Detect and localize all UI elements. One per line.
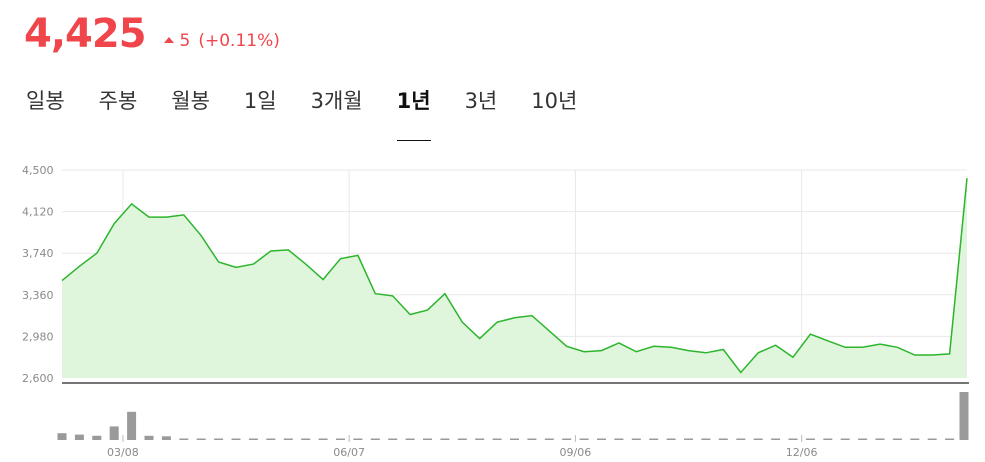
volume-bar bbox=[510, 438, 519, 440]
period-tabs: 일봉 주봉 월봉 1일 3개월 1년 3년 10년 bbox=[26, 86, 611, 142]
y-tick-label: 3,360 bbox=[22, 289, 54, 302]
volume-bar bbox=[179, 438, 189, 440]
volume-bar bbox=[144, 435, 154, 440]
volume-bar bbox=[440, 438, 450, 440]
y-axis-ticks: 4,500 4,120 3,740 3,360 2,980 2,600 bbox=[22, 164, 54, 385]
volume-bar bbox=[127, 411, 137, 440]
volume-bar bbox=[858, 438, 868, 440]
up-triangle-icon bbox=[163, 37, 174, 43]
volume-bar bbox=[266, 438, 276, 440]
x-tick-label: 06/07 bbox=[333, 446, 365, 459]
volume-bar bbox=[457, 438, 467, 440]
tab-3-years[interactable]: 3년 bbox=[464, 89, 498, 113]
price-change: 5 (+0.11%) bbox=[163, 31, 280, 51]
x-tick-label: 12/06 bbox=[786, 446, 818, 459]
volume-bar bbox=[74, 434, 84, 440]
volume-bar bbox=[57, 433, 67, 440]
price-header: 4,425 5 (+0.11%) bbox=[24, 4, 280, 54]
volume-bar bbox=[736, 438, 746, 440]
volume-bar bbox=[196, 438, 206, 440]
volume-bar bbox=[771, 438, 781, 440]
volume-bar bbox=[649, 438, 659, 440]
volume-bars bbox=[57, 392, 969, 440]
price-area bbox=[62, 178, 967, 378]
volume-bar bbox=[614, 438, 624, 440]
volume-bar bbox=[840, 438, 850, 440]
volume-bar bbox=[301, 438, 311, 440]
volume-bar bbox=[353, 438, 363, 440]
y-tick-label: 3,740 bbox=[22, 247, 54, 260]
tab-daily[interactable]: 일봉 bbox=[26, 89, 65, 113]
volume-bar bbox=[753, 438, 763, 440]
price-line bbox=[61, 178, 968, 374]
volume-bar bbox=[562, 438, 572, 440]
x-tick-label: 09/06 bbox=[560, 446, 592, 459]
volume-bar bbox=[718, 438, 728, 440]
y-tick-label: 2,980 bbox=[22, 330, 54, 343]
volume-bar bbox=[492, 438, 502, 440]
price-chart[interactable]: 4,500 4,120 3,740 3,360 2,980 2,600 03/08 06/0… bbox=[0, 150, 985, 462]
volume-bar bbox=[161, 436, 171, 440]
volume-bar bbox=[544, 438, 554, 440]
x-tick-label: 03/08 bbox=[107, 446, 139, 459]
volume-bar bbox=[388, 438, 398, 440]
volume-bar bbox=[231, 438, 241, 440]
y-tick-label: 4,120 bbox=[22, 206, 54, 219]
tab-10-years[interactable]: 10년 bbox=[531, 89, 578, 113]
volume-bar bbox=[945, 438, 955, 440]
volume-bar bbox=[283, 438, 293, 440]
volume-bar bbox=[875, 438, 885, 440]
volume-bar bbox=[910, 438, 920, 440]
volume-bar bbox=[666, 438, 676, 440]
volume-bar bbox=[248, 438, 258, 440]
volume-bar bbox=[405, 438, 415, 440]
y-tick-label: 2,600 bbox=[22, 372, 54, 385]
current-price: 4,425 bbox=[24, 11, 147, 57]
volume-bar bbox=[631, 438, 641, 440]
volume-bar bbox=[684, 438, 693, 440]
volume-bar bbox=[214, 438, 224, 440]
volume-bar bbox=[423, 438, 432, 440]
tab-3-months[interactable]: 3개월 bbox=[310, 89, 363, 113]
volume-bar bbox=[109, 426, 119, 440]
tab-1-day[interactable]: 1일 bbox=[243, 89, 277, 113]
change-value: 5 bbox=[179, 31, 191, 51]
volume-bar bbox=[92, 435, 102, 440]
volume-bar bbox=[579, 438, 589, 440]
volume-bar bbox=[475, 438, 485, 440]
volume-bar bbox=[805, 438, 815, 440]
tab-weekly[interactable]: 주봉 bbox=[98, 89, 138, 113]
volume-bar bbox=[927, 438, 937, 440]
volume-bar bbox=[892, 438, 902, 440]
volume-bar bbox=[336, 438, 345, 440]
volume-bar bbox=[788, 438, 798, 440]
tab-1-year[interactable]: 1년 bbox=[396, 86, 431, 142]
y-tick-label: 4,500 bbox=[22, 164, 54, 177]
tab-monthly[interactable]: 월봉 bbox=[171, 89, 210, 113]
volume-bar bbox=[823, 438, 833, 440]
change-percent: (+0.11%) bbox=[198, 31, 280, 51]
volume-bar bbox=[597, 438, 606, 440]
x-axis-ticks: 03/08 06/07 09/06 12/06 bbox=[107, 446, 817, 459]
volume-bar bbox=[318, 438, 328, 440]
volume-bar bbox=[527, 438, 537, 440]
volume-bar bbox=[370, 438, 380, 440]
volume-bar bbox=[959, 392, 969, 440]
volume-bar bbox=[701, 438, 711, 440]
